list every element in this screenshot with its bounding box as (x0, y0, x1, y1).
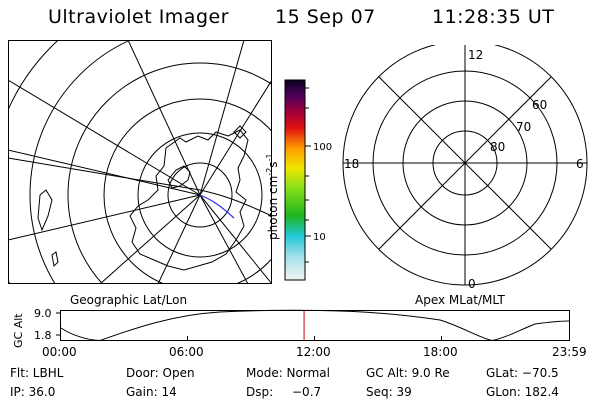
longitude-lines (8, 40, 272, 284)
color-bar (284, 79, 306, 281)
colorbar-tick-10: 10 (313, 232, 326, 243)
satellite-track (199, 194, 235, 219)
instrument-title: Ultraviolet Imager (48, 6, 230, 28)
altitude-curve (60, 309, 570, 342)
coastline-islands (37, 125, 247, 268)
ytick-top: 9.0 (34, 307, 52, 320)
colorbar-tick-100: 100 (313, 142, 332, 153)
geographic-map-panel (8, 40, 272, 284)
xtick-1200: 12:00 (296, 345, 331, 359)
magnetic-polar-panel: 12 18 6 0 60 70 80 (342, 45, 588, 291)
mode-info: Mode: Normal (246, 366, 330, 380)
map-frame (8, 40, 272, 284)
mlt-label-12: 12 (468, 48, 483, 62)
mlt-label-6: 6 (576, 157, 584, 171)
dsp-value: −0.7 (292, 385, 322, 399)
observation-date: 15 Sep 07 (275, 6, 376, 28)
filter-info: Flt: LBHL (10, 366, 64, 380)
latitude-circles (8, 40, 272, 284)
mlat-label-60: 60 (532, 98, 547, 112)
color-scale: 100 10 photon cm-2s-1 (265, 79, 332, 281)
door-info: Door: Open (126, 366, 195, 380)
glon-info: GLon: 182.4 (486, 385, 559, 399)
colorbar-ticks (305, 87, 311, 263)
coastline-antarctica (129, 129, 249, 271)
diagonal-2 (378, 76, 552, 250)
xtick-0600: 06:00 (169, 345, 204, 359)
seq-info: Seq: 39 (366, 385, 412, 399)
mlt-label-0: 0 (468, 277, 476, 291)
mlt-label-18: 18 (344, 157, 359, 171)
apex-caption: Apex MLat/MLT (415, 293, 505, 307)
ytick-bottom: 1.8 (34, 329, 52, 342)
gc-alt-info: GC Alt: 9.0 Re (366, 366, 450, 380)
xtick-0000: 00:00 (42, 345, 77, 359)
terminator-line (8, 157, 272, 217)
timeline-ylabel: GC Alt (12, 313, 25, 348)
mlat-label-70: 70 (516, 120, 531, 134)
glat-info: GLat: −70.5 (486, 366, 559, 380)
geographic-caption: Geographic Lat/Lon (70, 293, 188, 307)
gain-info: Gain: 14 (126, 385, 177, 399)
xtick-2359: 23:59 (552, 345, 587, 359)
colorbar-label: photon cm-2s-1 (265, 153, 280, 240)
coastline-peninsula (167, 165, 191, 189)
mlat-label-80: 80 (490, 140, 505, 154)
dsp-label: Dsp: (246, 385, 274, 399)
altitude-timeline: GC Alt 9.0 1.8 00:00 06:00 12:00 18:00 2… (12, 307, 587, 359)
observation-time: 11:28:35 UT (432, 6, 555, 28)
xtick-1800: 18:00 (423, 345, 458, 359)
ip-info: IP: 36.0 (10, 385, 56, 399)
